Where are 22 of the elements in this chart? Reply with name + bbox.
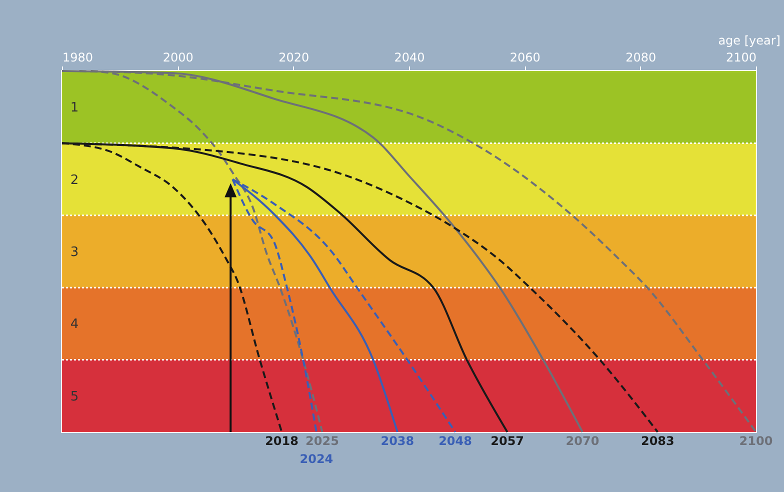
annotation: 2057 [490, 434, 524, 448]
x-tick-label: 2000 [162, 50, 194, 64]
x-tick-label: 2100 [726, 50, 756, 64]
x-axis-title: age [year] [718, 34, 780, 48]
y-tick-label: 4 [70, 317, 79, 332]
x-tick-label: 2080 [626, 50, 656, 64]
x-tick-label: 2020 [278, 50, 310, 64]
annotation: 2100 [739, 434, 773, 448]
x-tick-label: 1980 [62, 50, 94, 64]
y-tick-label: 3 [70, 245, 79, 260]
annotation: 2018 [265, 434, 298, 448]
y-tick-label: 2 [70, 172, 79, 188]
annotation: 2083 [640, 434, 674, 448]
y-tick-label: 5 [70, 389, 79, 404]
annotation: 2024 [300, 452, 334, 466]
x-tick-label: 2040 [394, 50, 425, 64]
y-tick-label: 1 [70, 100, 79, 116]
annotation: 2048 [438, 434, 472, 448]
annotation: 2025 [306, 434, 339, 448]
x-tick-label: 2060 [510, 50, 540, 64]
annotation: 2070 [566, 434, 600, 448]
annotation: 2038 [380, 434, 414, 448]
